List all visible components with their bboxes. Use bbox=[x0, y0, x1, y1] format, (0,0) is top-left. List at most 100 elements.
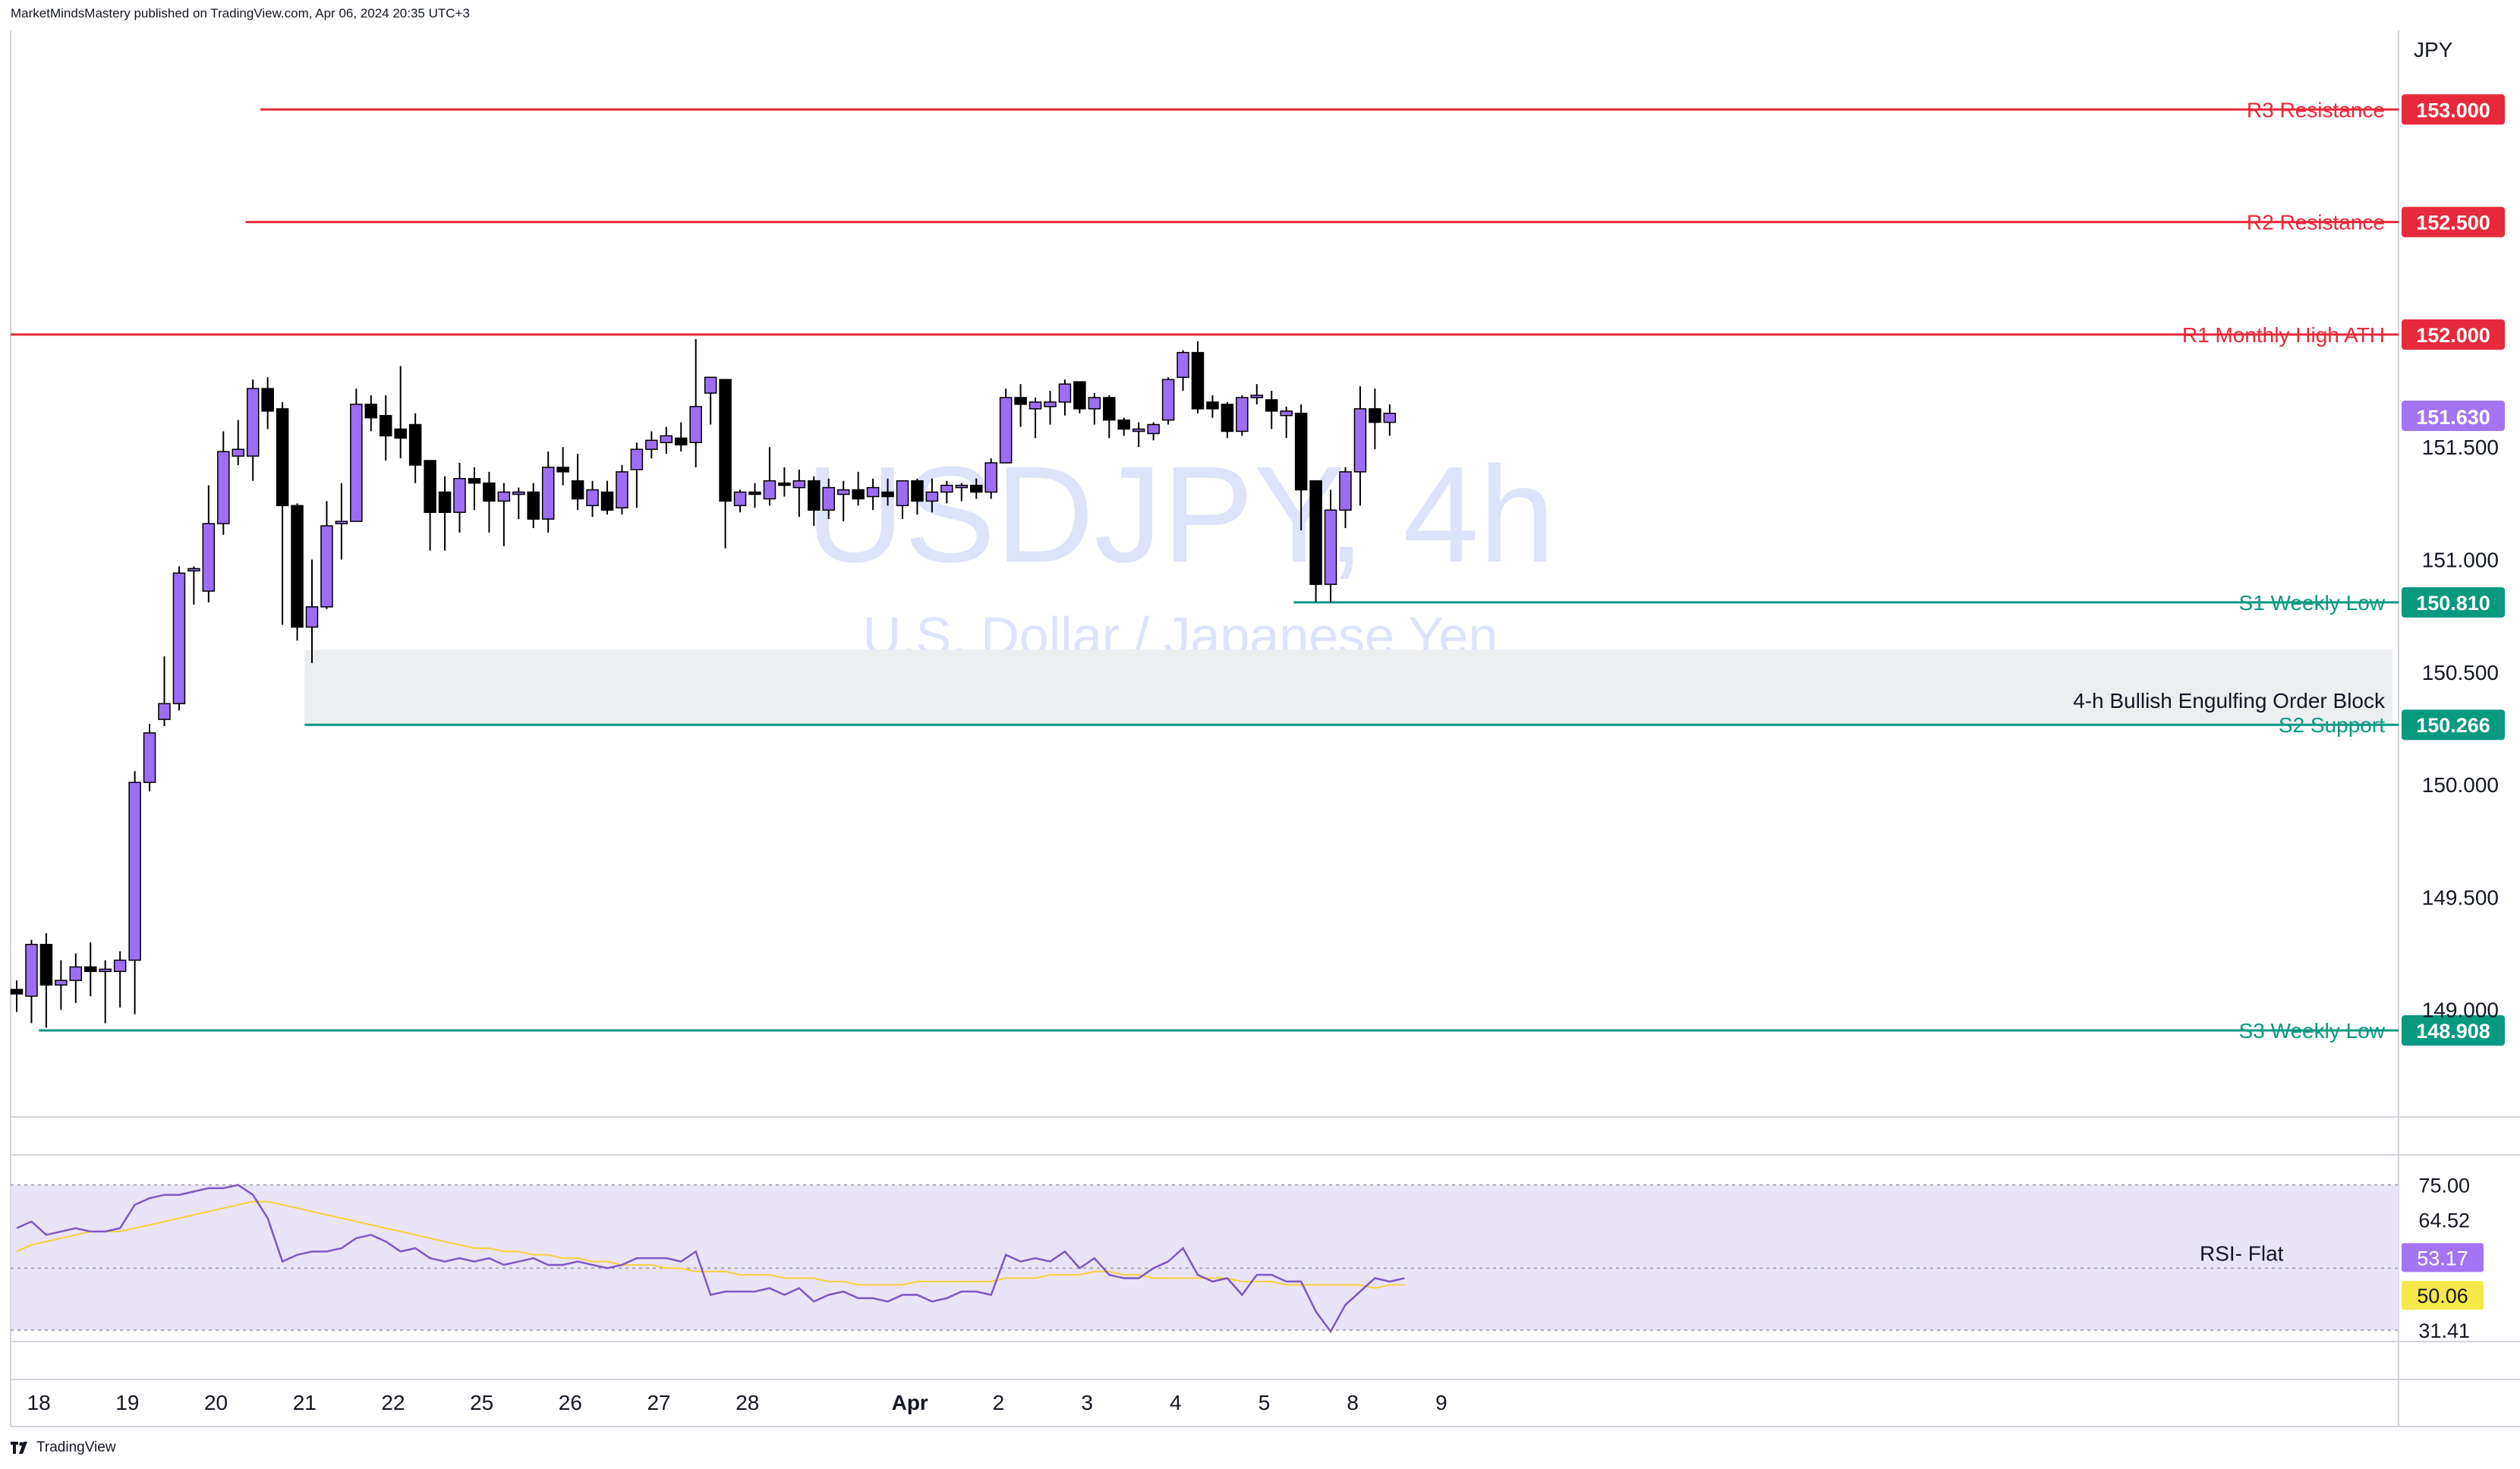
candle-40[interactable] bbox=[600, 480, 614, 515]
candle-2[interactable] bbox=[39, 933, 53, 1028]
candle-72[interactable] bbox=[1073, 381, 1086, 414]
candle-12[interactable] bbox=[187, 566, 200, 605]
candle-85[interactable] bbox=[1265, 391, 1278, 429]
candle-82[interactable] bbox=[1221, 401, 1234, 439]
candle-65[interactable] bbox=[970, 478, 983, 499]
candle-67[interactable] bbox=[999, 388, 1013, 464]
candle-30[interactable] bbox=[453, 462, 466, 533]
candle-62[interactable] bbox=[925, 478, 939, 513]
candle-35[interactable] bbox=[527, 483, 540, 528]
candle-54[interactable] bbox=[808, 476, 821, 527]
candle-0[interactable] bbox=[10, 980, 24, 1012]
candle-21[interactable] bbox=[320, 501, 333, 609]
rsi-ma-badge[interactable] bbox=[2402, 1281, 2484, 1310]
candle-45[interactable] bbox=[675, 422, 688, 452]
time-label-13[interactable]: 5 bbox=[1258, 1391, 1271, 1414]
candle-5[interactable] bbox=[84, 942, 97, 996]
candle-33[interactable] bbox=[497, 483, 511, 546]
candle-18[interactable] bbox=[276, 401, 289, 625]
candle-71[interactable] bbox=[1058, 379, 1072, 416]
candle-73[interactable] bbox=[1088, 393, 1101, 425]
candle-58[interactable] bbox=[866, 478, 880, 511]
candle-66[interactable] bbox=[984, 458, 997, 499]
candle-76[interactable] bbox=[1132, 422, 1145, 448]
candle-41[interactable] bbox=[616, 464, 628, 515]
candle-77[interactable] bbox=[1147, 422, 1160, 441]
candle-63[interactable] bbox=[940, 480, 953, 504]
candle-47[interactable] bbox=[704, 376, 717, 425]
candle-81[interactable] bbox=[1206, 395, 1219, 418]
candle-53[interactable] bbox=[792, 469, 806, 517]
level-price-badge-5[interactable] bbox=[2402, 1014, 2505, 1046]
time-label-2[interactable]: 20 bbox=[204, 1391, 228, 1414]
candle-50[interactable] bbox=[748, 483, 761, 508]
candle-29[interactable] bbox=[438, 476, 452, 551]
level-price-badge-0[interactable] bbox=[2402, 94, 2505, 125]
candle-37[interactable] bbox=[556, 447, 569, 486]
price-axis[interactable]: JPY 153.000 152.500 152.000 150.810 150.266 1… bbox=[2402, 38, 2505, 1342]
last-price-badge[interactable] bbox=[2402, 401, 2505, 431]
time-label-12[interactable]: 4 bbox=[1170, 1391, 1182, 1414]
level-label-2[interactable]: R1 Monthly High ATH bbox=[2182, 323, 2385, 347]
candle-1[interactable] bbox=[25, 939, 38, 1024]
time-label-15[interactable]: 9 bbox=[1435, 1391, 1447, 1414]
candle-43[interactable] bbox=[645, 431, 658, 459]
candle-74[interactable] bbox=[1103, 395, 1116, 439]
candle-24[interactable] bbox=[364, 395, 378, 432]
candle-68[interactable] bbox=[1014, 384, 1027, 427]
candle-26[interactable] bbox=[394, 366, 407, 459]
candle-36[interactable] bbox=[541, 451, 555, 533]
time-label-10[interactable]: 2 bbox=[993, 1391, 1005, 1414]
time-label-9[interactable]: Apr bbox=[892, 1391, 928, 1414]
candle-9[interactable] bbox=[143, 724, 156, 791]
candle-32[interactable] bbox=[483, 471, 496, 533]
time-label-3[interactable]: 21 bbox=[293, 1391, 317, 1414]
order-block-zone[interactable]: 4-h Bullish Engulfing Order Block bbox=[304, 650, 2393, 725]
candle-44[interactable] bbox=[660, 426, 673, 455]
candle-86[interactable] bbox=[1280, 406, 1293, 439]
candle-4[interactable] bbox=[69, 953, 83, 1003]
level-price-badge-2[interactable] bbox=[2402, 319, 2505, 350]
candle-49[interactable] bbox=[733, 489, 747, 513]
candle-90[interactable] bbox=[1339, 467, 1352, 528]
candle-89[interactable] bbox=[1324, 489, 1337, 602]
time-label-5[interactable]: 25 bbox=[470, 1391, 493, 1414]
level-price-badge-1[interactable] bbox=[2402, 206, 2505, 237]
candle-17[interactable] bbox=[261, 377, 274, 429]
candle-60[interactable] bbox=[896, 480, 909, 520]
tradingview-logo[interactable]: TradingView bbox=[11, 1439, 116, 1456]
candle-61[interactable] bbox=[911, 478, 924, 515]
candle-46[interactable] bbox=[689, 338, 702, 467]
candle-87[interactable] bbox=[1294, 404, 1308, 530]
candle-16[interactable] bbox=[246, 379, 260, 481]
candle-83[interactable] bbox=[1236, 395, 1249, 436]
time-label-7[interactable]: 27 bbox=[647, 1391, 670, 1414]
rsi-pane[interactable]: RSI- Flat bbox=[11, 1184, 2399, 1334]
candle-6[interactable] bbox=[99, 960, 112, 1024]
candle-34[interactable] bbox=[512, 487, 525, 520]
candle-3[interactable] bbox=[55, 960, 68, 1010]
candle-39[interactable] bbox=[586, 480, 599, 517]
rsi-value-badge[interactable] bbox=[2402, 1243, 2484, 1272]
time-axis[interactable]: 18 19 20 21 22 25 26 27 28 Apr 2 3 4 5 8 9 bbox=[27, 1391, 1447, 1414]
candle-79[interactable] bbox=[1177, 350, 1189, 392]
candle-31[interactable] bbox=[468, 467, 481, 511]
candle-27[interactable] bbox=[408, 413, 422, 483]
candle-84[interactable] bbox=[1250, 384, 1264, 404]
time-label-4[interactable]: 22 bbox=[381, 1391, 405, 1414]
candle-93[interactable] bbox=[1383, 404, 1397, 436]
candle-23[interactable] bbox=[350, 388, 363, 522]
candle-19[interactable] bbox=[291, 503, 304, 641]
level-label-5[interactable]: S3 Weekly Low bbox=[2239, 1019, 2386, 1043]
candle-91[interactable] bbox=[1353, 386, 1367, 506]
level-label-0[interactable]: R3 Resistance bbox=[2247, 98, 2385, 121]
candle-22[interactable] bbox=[335, 483, 348, 560]
candle-88[interactable] bbox=[1309, 480, 1322, 602]
candle-38[interactable] bbox=[571, 454, 584, 511]
candle-48[interactable] bbox=[719, 379, 732, 549]
level-price-badge-4[interactable] bbox=[2402, 709, 2505, 741]
candle-69[interactable] bbox=[1028, 397, 1042, 439]
candle-56[interactable] bbox=[836, 480, 850, 522]
candle-42[interactable] bbox=[630, 442, 644, 508]
